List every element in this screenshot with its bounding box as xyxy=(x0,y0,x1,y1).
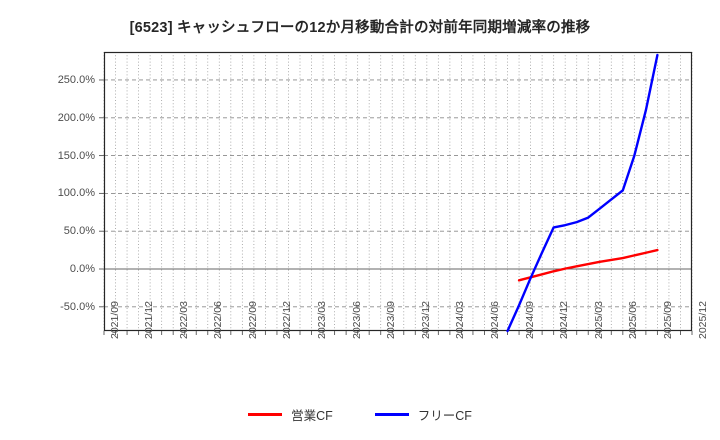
x-axis-tick-label: 2022/12 xyxy=(281,301,294,339)
x-axis-tick-label: 2022/09 xyxy=(246,301,259,339)
x-axis-tick-label: 2021/12 xyxy=(143,301,156,339)
horizontal-gridlines xyxy=(104,79,692,308)
chart-legend: 営業CF フリーCF xyxy=(0,405,720,424)
legend-color-swatch xyxy=(374,413,409,416)
x-axis-tick-label: 2025/03 xyxy=(592,301,605,339)
y-axis-tick-label: 250.0% xyxy=(57,74,95,86)
y-axis-tick-label: 50.0% xyxy=(63,225,95,238)
x-axis-tick-label: 2022/06 xyxy=(212,301,225,339)
x-axis-ticks xyxy=(103,331,693,335)
x-axis-tick-label: 2023/09 xyxy=(385,301,398,339)
x-axis-tick-label: 2021/09 xyxy=(108,301,121,339)
x-axis-tick-label: 2025/12 xyxy=(696,301,709,339)
x-axis-tick-label: 2025/09 xyxy=(661,301,674,339)
x-axis-tick-label: 2023/12 xyxy=(419,301,432,339)
legend-label: フリーCF xyxy=(417,409,472,423)
x-axis-tick-label: 2023/03 xyxy=(316,301,328,339)
legend-entry[interactable]: 営業CF xyxy=(248,405,333,424)
x-axis-tick-label: 2024/09 xyxy=(523,301,536,339)
legend-entry[interactable]: フリーCF xyxy=(374,405,472,424)
chart-title: [6523] キャッシュフローの12か月移動合計の対前年同期増減率の推移 xyxy=(129,20,591,36)
x-axis-tick-label: 2022/03 xyxy=(177,301,190,339)
y-axis-tick-label: 150.0% xyxy=(57,149,95,162)
y-axis-tick-label: 100.0% xyxy=(57,187,95,200)
vertical-gridlines-minor xyxy=(103,52,693,331)
y-axis-tick-label: 200.0% xyxy=(57,111,95,124)
legend-label: 営業CF xyxy=(291,409,333,423)
x-axis-tick-label: 2024/06 xyxy=(489,301,501,339)
x-axis-tick-label: 2023/06 xyxy=(350,301,363,339)
series-line-free-cf xyxy=(506,53,659,333)
x-axis-tick-label: 2025/06 xyxy=(627,301,640,339)
x-axis-tick-label: 2024/03 xyxy=(454,301,467,339)
x-axis-tick-label: 2024/12 xyxy=(558,301,571,339)
series-line-operating-cf xyxy=(517,248,659,282)
plot-frame xyxy=(103,51,693,332)
y-axis-tick-label: 0.0% xyxy=(69,263,95,275)
y-axis-tick-label: -50.0% xyxy=(60,300,95,313)
y-axis-ticks xyxy=(99,79,104,308)
legend-color-swatch xyxy=(248,413,283,416)
